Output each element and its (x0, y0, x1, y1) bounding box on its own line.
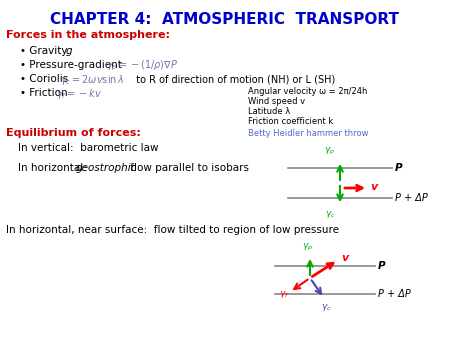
Text: P + ΔP: P + ΔP (378, 289, 411, 299)
Text: Wind speed v: Wind speed v (248, 97, 305, 106)
Text: In vertical:  barometric law: In vertical: barometric law (18, 143, 158, 153)
Text: Friction coefficient k: Friction coefficient k (248, 117, 333, 126)
Text: Latitude λ: Latitude λ (248, 107, 290, 116)
Text: Angular velocity ω = 2π/24h: Angular velocity ω = 2π/24h (248, 87, 367, 96)
Text: geostrophic: geostrophic (76, 163, 137, 173)
Text: $\gamma_f = -kv$: $\gamma_f = -kv$ (56, 87, 102, 101)
Text: Forces in the atmosphere:: Forces in the atmosphere: (6, 30, 170, 40)
Text: CHAPTER 4:  ATMOSPHERIC  TRANSPORT: CHAPTER 4: ATMOSPHERIC TRANSPORT (50, 12, 400, 27)
Text: In horizontal:: In horizontal: (18, 163, 90, 173)
Text: P: P (395, 163, 403, 173)
Text: $\gamma_c = 2\omega v\sin\lambda$: $\gamma_c = 2\omega v\sin\lambda$ (60, 73, 124, 87)
Text: $\gamma_c$: $\gamma_c$ (321, 302, 331, 313)
Text: In horizontal, near surface:  flow tilted to region of low pressure: In horizontal, near surface: flow tilted… (6, 225, 339, 235)
Text: • Gravity: • Gravity (20, 46, 68, 56)
Text: $\gamma_p = -(1/\rho)\nabla P$: $\gamma_p = -(1/\rho)\nabla P$ (106, 59, 178, 73)
Text: • Pressure-gradient: • Pressure-gradient (20, 60, 122, 70)
Text: v: v (370, 182, 377, 192)
Text: Equilibrium of forces:: Equilibrium of forces: (6, 128, 141, 138)
Text: • Coriolis: • Coriolis (20, 74, 68, 84)
Text: $\gamma_p$: $\gamma_p$ (302, 242, 314, 253)
Text: • Friction: • Friction (20, 88, 68, 98)
Text: to R of direction of motion (NH) or L (SH): to R of direction of motion (NH) or L (S… (130, 74, 335, 84)
Text: v: v (341, 253, 348, 263)
Text: g: g (66, 46, 72, 56)
Text: P: P (378, 261, 386, 271)
Text: $\gamma_p$: $\gamma_p$ (324, 146, 336, 157)
Text: P + ΔP: P + ΔP (395, 193, 428, 203)
Text: $\gamma_c$: $\gamma_c$ (324, 209, 335, 220)
Text: Betty Heidler hammer throw: Betty Heidler hammer throw (248, 129, 369, 138)
Text: flow parallel to isobars: flow parallel to isobars (127, 163, 249, 173)
Text: $\gamma_f$: $\gamma_f$ (279, 289, 289, 299)
